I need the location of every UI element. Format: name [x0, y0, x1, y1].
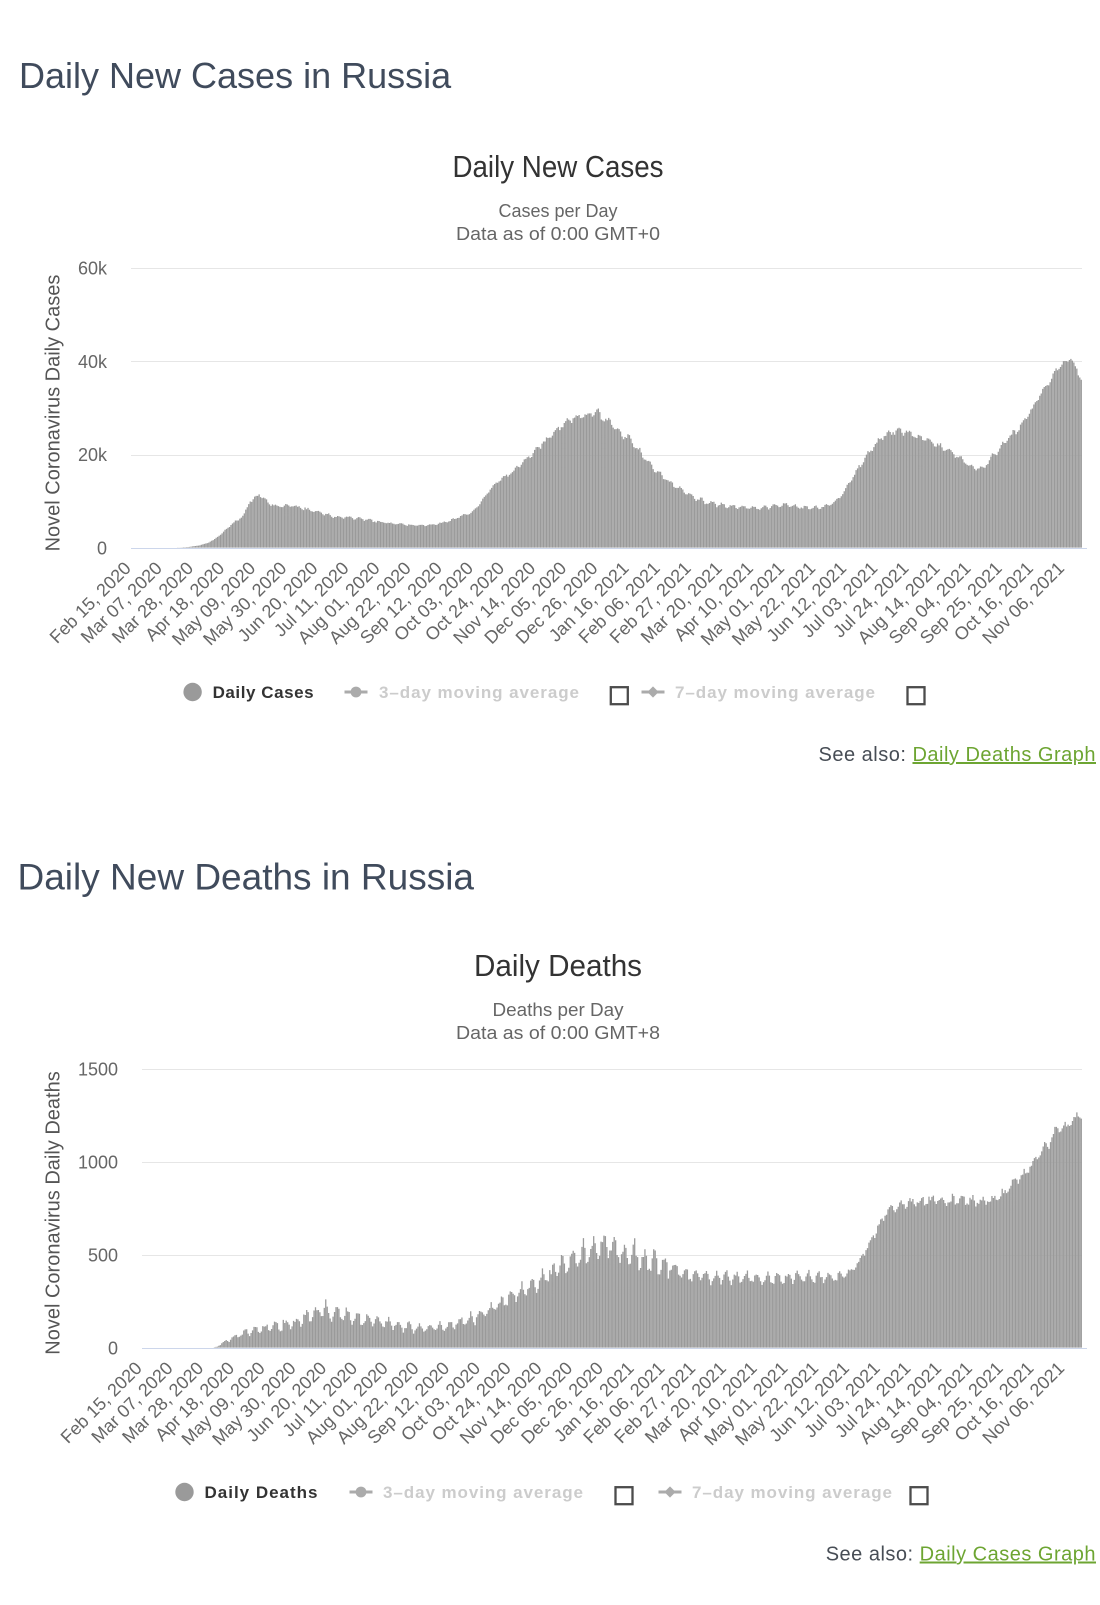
svg-text:Novel Coronavirus Daily Deaths: Novel Coronavirus Daily Deaths [43, 1071, 65, 1354]
svg-text:Daily Deaths: Daily Deaths [474, 948, 642, 983]
svg-text:60k: 60k [78, 259, 108, 279]
svg-text:See also: Daily Cases Graph: See also: Daily Cases Graph [826, 1544, 1096, 1566]
svg-text:Cases per Day: Cases per Day [498, 201, 617, 221]
svg-text:Data as of 0:00 GMT+8: Data as of 0:00 GMT+8 [456, 1023, 660, 1043]
svg-text:Daily New Cases: Daily New Cases [453, 149, 664, 184]
svg-text:Data as of 0:00 GMT+0: Data as of 0:00 GMT+0 [456, 224, 660, 244]
svg-text:1000: 1000 [78, 1153, 118, 1173]
svg-text:0: 0 [108, 1339, 118, 1359]
svg-text:3–day moving average: 3–day moving average [383, 1483, 583, 1502]
svg-text:See also: Daily Deaths Graph: See also: Daily Deaths Graph [819, 744, 1096, 766]
svg-text:Daily New Cases in Russia: Daily New Cases in Russia [19, 55, 452, 96]
svg-text:Deaths per Day: Deaths per Day [493, 1000, 624, 1020]
svg-text:Daily New Deaths in Russia: Daily New Deaths in Russia [18, 857, 475, 898]
svg-text:3–day moving average: 3–day moving average [379, 683, 579, 702]
svg-text:7–day moving average: 7–day moving average [675, 683, 875, 702]
svg-text:Daily Cases: Daily Cases [213, 683, 314, 702]
svg-text:40k: 40k [78, 352, 108, 372]
svg-text:1500: 1500 [78, 1060, 118, 1080]
svg-text:Daily Deaths: Daily Deaths [205, 1483, 318, 1502]
svg-text:Novel Coronavirus Daily Cases: Novel Coronavirus Daily Cases [43, 275, 65, 552]
svg-text:500: 500 [88, 1246, 118, 1266]
svg-text:20k: 20k [78, 445, 108, 465]
svg-text:0: 0 [97, 539, 107, 559]
svg-text:7–day moving average: 7–day moving average [692, 1483, 892, 1502]
